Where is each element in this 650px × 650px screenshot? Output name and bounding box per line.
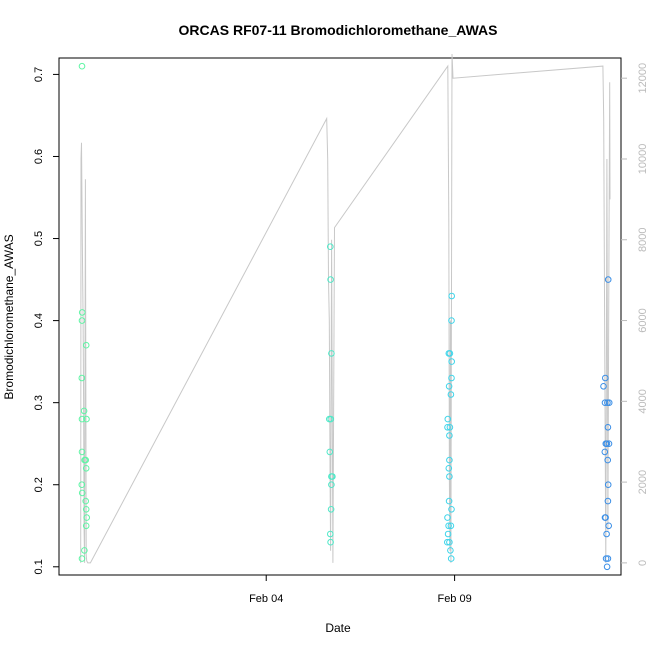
y-tick-label: 0.7 [33, 67, 45, 82]
data-point [444, 538, 451, 546]
data-point [445, 522, 452, 530]
y-axis-label: Bromodichloromethane_AWAS [2, 234, 16, 399]
data-point [78, 448, 86, 456]
plot-frame [58, 57, 622, 576]
data-point [605, 522, 613, 530]
data-point [78, 317, 86, 324]
data-point [78, 309, 86, 316]
y-tick-label: 0.2 [33, 477, 45, 492]
data-point [83, 415, 90, 423]
data-point [83, 514, 90, 521]
data-point [602, 374, 609, 382]
data-point [601, 399, 609, 407]
data-point [327, 243, 334, 250]
data-point [82, 341, 90, 349]
data-point [603, 440, 611, 448]
data-point [604, 399, 611, 407]
data-point [446, 424, 454, 431]
data-point [445, 383, 453, 390]
data-point [82, 465, 90, 472]
data-point [327, 538, 334, 546]
data-point [448, 317, 455, 324]
data-point [78, 481, 86, 489]
data-point [82, 456, 89, 464]
data-point [82, 506, 90, 513]
data-point [604, 276, 612, 283]
data-point [602, 514, 609, 521]
data-point [81, 547, 88, 554]
data-point [447, 547, 454, 554]
data-point [447, 522, 455, 530]
data-point [326, 448, 334, 456]
data-point [329, 473, 336, 480]
data-point [601, 448, 609, 456]
data-point [448, 374, 455, 382]
data-point [445, 497, 453, 505]
data-point [604, 497, 612, 505]
data-point [78, 415, 86, 423]
x-axis: Feb 04 Feb 09 [249, 575, 472, 605]
data-point [444, 530, 452, 538]
y-axis: 0.1 0.2 0.3 0.4 0.5 0.6 0.7 [33, 67, 59, 574]
data-point [82, 522, 90, 530]
data-point [600, 383, 607, 390]
data-point [447, 391, 455, 398]
data-points [78, 62, 613, 571]
data-point [82, 497, 89, 505]
data-point [446, 432, 453, 439]
data-point [327, 506, 335, 513]
data-point [446, 456, 453, 464]
data-point [78, 374, 86, 382]
data-point [78, 489, 86, 497]
data-point [328, 350, 335, 357]
data-point [327, 530, 334, 538]
data-point [447, 555, 455, 562]
data-point [603, 563, 611, 571]
data-point [605, 440, 613, 448]
data-point [444, 424, 451, 431]
data-point [604, 424, 612, 431]
data-point [445, 465, 453, 472]
altitude-series-line [80, 53, 611, 564]
data-point [446, 350, 454, 357]
y2-tick-label: 4000 [637, 389, 649, 413]
data-point [78, 62, 86, 70]
x-tick-label: Feb 04 [249, 593, 283, 605]
x-axis-label: Date [325, 621, 351, 635]
y2-tick-label: 2000 [637, 470, 649, 494]
data-point [446, 473, 453, 480]
y-tick-label: 0.6 [33, 149, 45, 164]
y-tick-label: 0.5 [33, 231, 45, 246]
y-tick-label: 0.1 [33, 559, 45, 574]
data-point [444, 514, 451, 521]
y2-tick-label: 12000 [637, 63, 649, 94]
data-point [80, 407, 88, 415]
y2-tick-label: 10000 [637, 144, 649, 175]
data-point [448, 358, 456, 365]
y2-axis: 0 2000 4000 6000 8000 10000 12000 [621, 63, 649, 566]
data-point [328, 481, 335, 489]
y2-tick-label: 8000 [637, 228, 649, 252]
y2-tick-label: 6000 [637, 308, 649, 332]
data-point [602, 555, 610, 562]
data-point [327, 415, 335, 423]
data-point [78, 555, 86, 562]
y2-tick-label: 0 [637, 560, 649, 566]
data-point [604, 481, 612, 489]
data-point [444, 415, 452, 423]
data-point [446, 538, 453, 546]
data-point [605, 399, 613, 407]
chart-title: ORCAS RF07-11 Bromodichloromethane_AWAS [179, 22, 498, 38]
x-tick-label: Feb 09 [437, 593, 471, 605]
data-point [603, 530, 610, 538]
data-point [604, 555, 612, 562]
data-point [448, 506, 455, 513]
data-point [327, 276, 334, 283]
y-tick-label: 0.3 [33, 395, 45, 410]
y-tick-label: 0.4 [33, 313, 45, 328]
data-point [448, 292, 456, 300]
altitude-line [80, 53, 611, 564]
data-point [604, 456, 612, 464]
